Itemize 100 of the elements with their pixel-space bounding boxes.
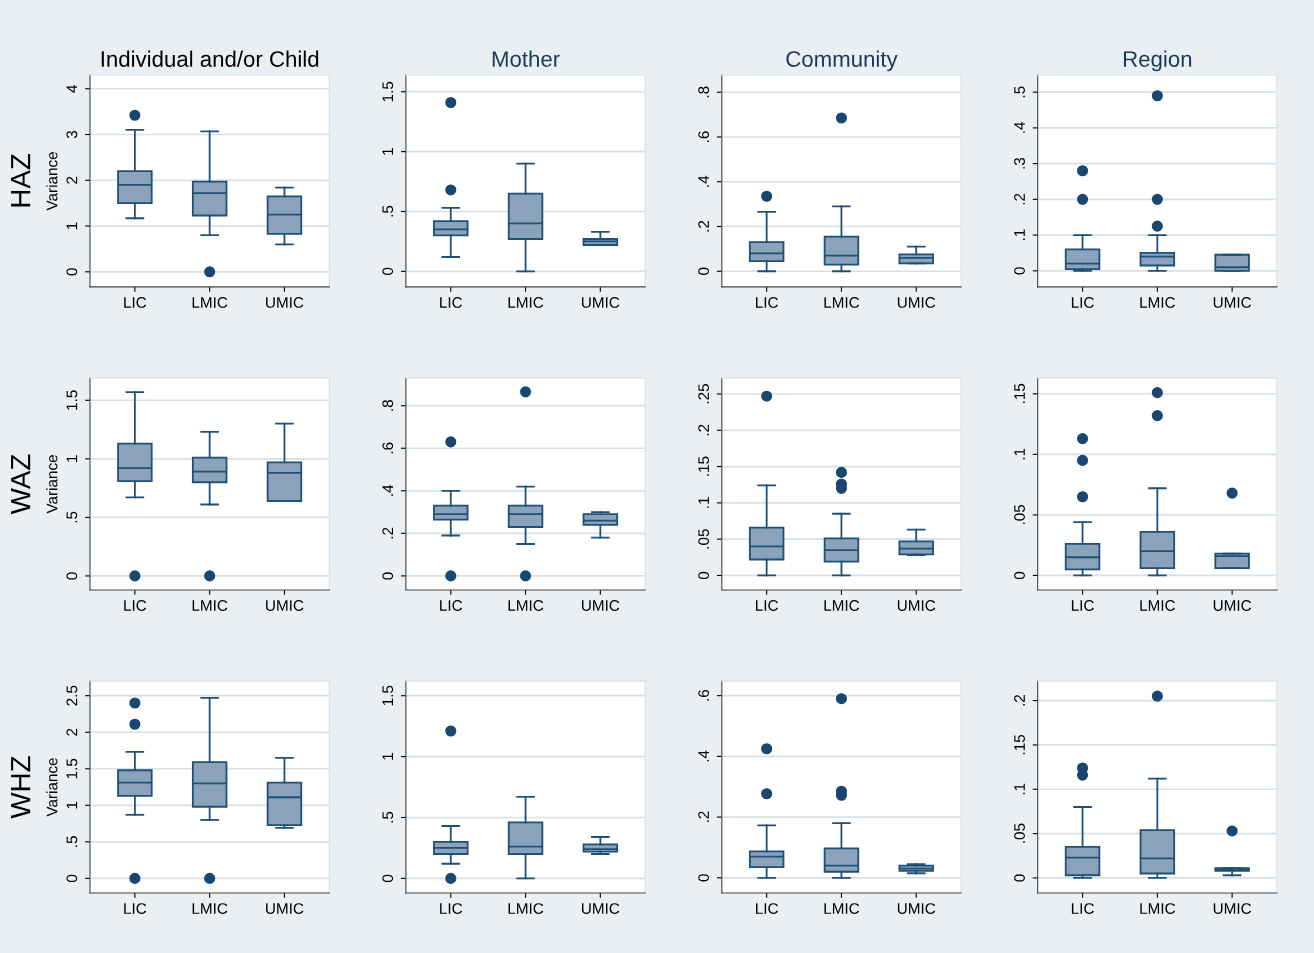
y-tick-label: 0 [66,572,78,580]
x-tick-label: LMIC [824,903,860,914]
x-tick-label: LIC [124,903,147,914]
text: WHZ [11,756,31,819]
y-tick-label: .8 [698,86,710,98]
y-tick-label: 1 [66,222,78,230]
y-tick-label: .15 [698,456,710,476]
x-tick-label: LIC [124,297,147,308]
x-tick-label: UMIC [582,903,620,914]
x-tick-label: LMIC [508,600,544,611]
x-tick-label: LIC [440,297,463,308]
x-tick-label: LMIC [1140,600,1176,611]
y-axis-title: Variance [46,152,58,211]
y-tick-label: .25 [698,384,710,404]
y-tick-label: 0 [698,571,710,580]
y-tick-label: .5 [66,836,78,847]
x-tick-label: UMIC [1213,600,1252,611]
x-tick-label: UMIC [582,297,620,308]
y-tick-label: .15 [1014,383,1025,404]
x-tick-label: LIC [756,903,778,914]
y-tick-label: .2 [698,220,709,232]
x-tick-label: UMIC [582,600,620,611]
y-tick-label: 0 [66,268,78,276]
y-tick-label: 2 [66,176,78,184]
x-tick-label: LMIC [508,297,544,308]
x-tick-label: LIC [1071,297,1094,308]
y-tick-label: 1 [382,753,393,760]
y-tick-label: 0 [382,572,394,580]
x-tick-label: LIC [1071,600,1094,611]
y-tick-label: .8 [382,399,394,411]
x-tick-label: LIC [124,600,147,611]
y-tick-label: .1 [1014,448,1025,460]
y-tick-label: .05 [698,529,710,549]
y-tick-label: 0 [1014,267,1025,275]
chart-title: Mother [492,50,560,67]
y-tick-label: 1 [66,455,78,462]
y-tick-label: .1 [1014,783,1025,795]
y-tick-label: .3 [1014,157,1025,169]
x-tick-label: LIC [1071,903,1094,914]
y-tick-label: .5 [382,205,394,217]
y-tick-label: .05 [1014,504,1025,525]
y-tick-label: 0 [1014,874,1025,882]
y-tick-label: 0 [66,874,78,883]
y-tick-label: .2 [382,527,393,539]
x-tick-label: LIC [756,297,778,308]
y-tick-label: 0 [382,874,394,883]
chart-title: Individual and/or Child [101,50,319,67]
y-tick-label: 0 [382,267,394,275]
y-tick-label: .5 [1014,86,1025,98]
y-tick-label: .5 [66,511,78,523]
y-tick-label: .2 [1014,193,1025,205]
x-tick-label: LMIC [824,600,860,611]
y-tick-label: .05 [1014,823,1025,843]
y-tick-label: 0 [698,267,710,275]
x-tick-label: LIC [440,903,463,914]
y-tick-label: 2 [66,728,78,736]
text: WAZ [11,454,31,515]
x-tick-label: UMIC [1213,297,1252,308]
y-tick-label: 4 [66,84,78,93]
chart-title: Region [1123,50,1192,72]
text: HAZ [11,154,31,207]
y-tick-label: .4 [698,750,709,762]
y-tick-label: 1.5 [382,81,394,102]
y-tick-label: 0 [698,874,710,882]
y-tick-label: .6 [698,131,710,142]
x-tick-label: UMIC [897,600,936,611]
x-tick-label: UMIC [266,903,304,914]
x-tick-label: LMIC [1140,297,1176,308]
y-tick-label: 3 [66,130,78,139]
x-tick-label: UMIC [1213,903,1252,914]
y-tick-label: .4 [1014,121,1025,133]
x-tick-label: UMIC [266,600,304,611]
y-tick-label: 0 [1014,571,1025,580]
y-tick-label: .5 [382,811,394,823]
y-axis-title: Variance [46,455,58,514]
y-tick-label: .2 [698,811,709,823]
y-tick-label: .2 [1014,694,1025,706]
y-tick-label: .2 [698,424,709,436]
y-tick-label: .1 [1014,229,1025,241]
y-axis-title: Variance [46,758,58,817]
x-tick-label: LMIC [192,297,228,308]
chart-title: Community [786,50,898,72]
y-tick-label: .6 [382,442,394,454]
x-tick-label: LMIC [1140,903,1176,914]
x-tick-label: LMIC [824,297,860,308]
x-tick-label: LIC [756,600,778,611]
y-tick-label: .4 [698,175,709,187]
x-tick-label: UMIC [897,903,936,914]
y-tick-label: .1 [698,497,709,508]
y-tick-label: .4 [382,484,393,496]
x-tick-label: UMIC [266,297,304,308]
y-tick-label: 1.5 [66,758,78,779]
y-tick-label: .6 [698,689,710,701]
x-tick-label: LMIC [192,903,228,914]
y-tick-label: 1.5 [382,685,394,706]
y-tick-label: 1.5 [66,390,78,410]
y-tick-label: 2.5 [66,685,78,706]
y-tick-label: .15 [1014,734,1025,755]
x-tick-label: LMIC [192,600,228,611]
x-tick-label: UMIC [897,297,936,308]
